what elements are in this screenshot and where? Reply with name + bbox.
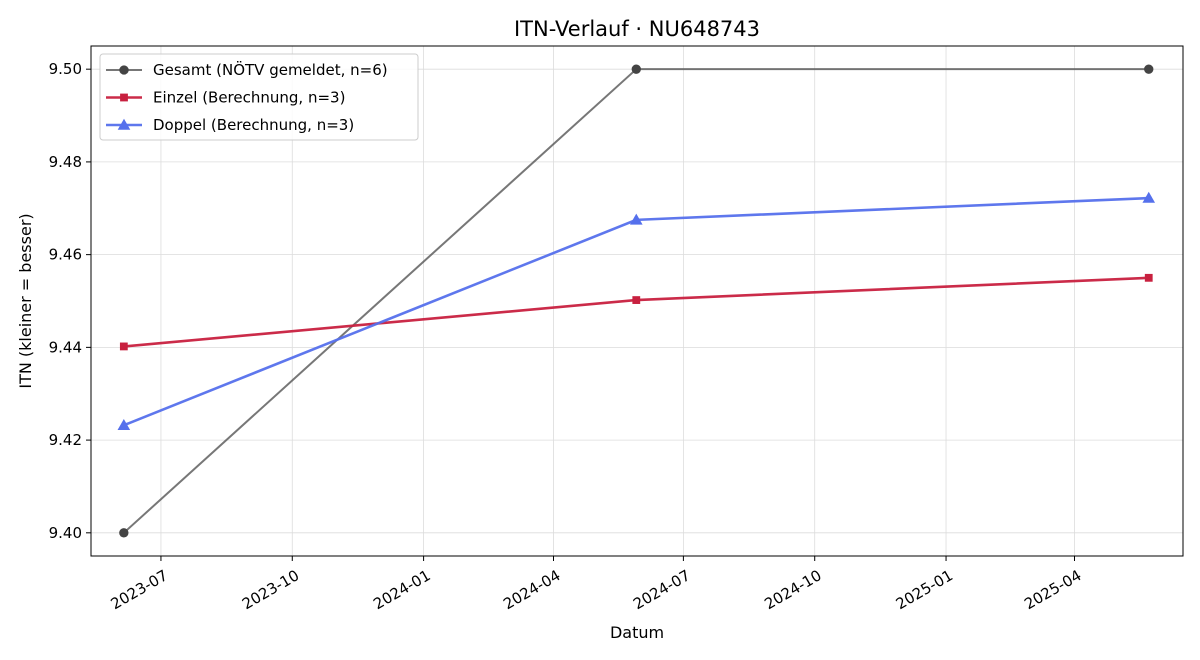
y-tick-label: 9.44 xyxy=(49,338,82,356)
marker-triangle xyxy=(117,418,131,430)
marker-square xyxy=(120,93,128,102)
y-tick-label: 9.42 xyxy=(49,431,82,449)
series-line xyxy=(123,276,1149,348)
axes: 2023-07 2023-10 2024-01 2024-04 2024-07 2024-… xyxy=(49,60,1085,613)
legend-item-1: Einzel (Berechnung, n=3) xyxy=(106,89,345,107)
series-0 xyxy=(119,64,1154,538)
marker-circle xyxy=(119,528,129,538)
legend-label: Doppel (Berechnung, n=3) xyxy=(153,116,354,134)
x-tick-label: 2024-04 xyxy=(500,566,563,613)
legend-item-0: Gesamt (NÖTV gemeldet, n=6) xyxy=(106,60,388,79)
marker-square xyxy=(632,296,641,304)
legend-item-2: Doppel (Berechnung, n=3) xyxy=(106,116,354,134)
x-tick-label: 2024-07 xyxy=(630,566,693,613)
chart-title: ITN-Verlauf · NU648743 xyxy=(514,17,760,41)
marker-circle xyxy=(1144,64,1154,74)
x-tick-label: 2025-04 xyxy=(1021,566,1084,613)
legend: Gesamt (NÖTV gemeldet, n=6) Einzel (Berec… xyxy=(99,53,419,141)
y-axis-label: ITN (kleiner = besser) xyxy=(16,213,35,388)
marker-triangle xyxy=(1142,191,1156,203)
x-tick-label: 2025-01 xyxy=(893,566,956,613)
x-tick-label: 2024-01 xyxy=(370,566,433,613)
plot-frame xyxy=(90,45,1184,557)
legend-label: Gesamt (NÖTV gemeldet, n=6) xyxy=(153,60,388,79)
y-tick-label: 9.50 xyxy=(49,60,82,78)
x-tick-label: 2023-10 xyxy=(239,566,302,613)
marker-triangle xyxy=(629,213,643,225)
x-axis-label: Datum xyxy=(610,623,664,642)
marker-circle xyxy=(631,64,641,74)
legend-label: Einzel (Berechnung, n=3) xyxy=(153,89,345,107)
x-tick-label: 2024-10 xyxy=(761,566,824,613)
y-tick-label: 9.40 xyxy=(49,524,82,542)
series-line xyxy=(123,196,1149,427)
y-tick-label: 9.48 xyxy=(49,153,82,171)
marker-triangle xyxy=(117,118,131,130)
marker-square xyxy=(119,342,128,351)
series-group xyxy=(117,64,1156,538)
legend-box xyxy=(99,53,419,141)
x-tick-label: 2023-07 xyxy=(108,566,171,613)
marker-square xyxy=(1144,273,1153,282)
y-tick-label: 9.46 xyxy=(49,246,82,264)
series-2 xyxy=(117,191,1156,430)
marker-circle xyxy=(119,65,129,75)
series-1 xyxy=(119,273,1153,351)
